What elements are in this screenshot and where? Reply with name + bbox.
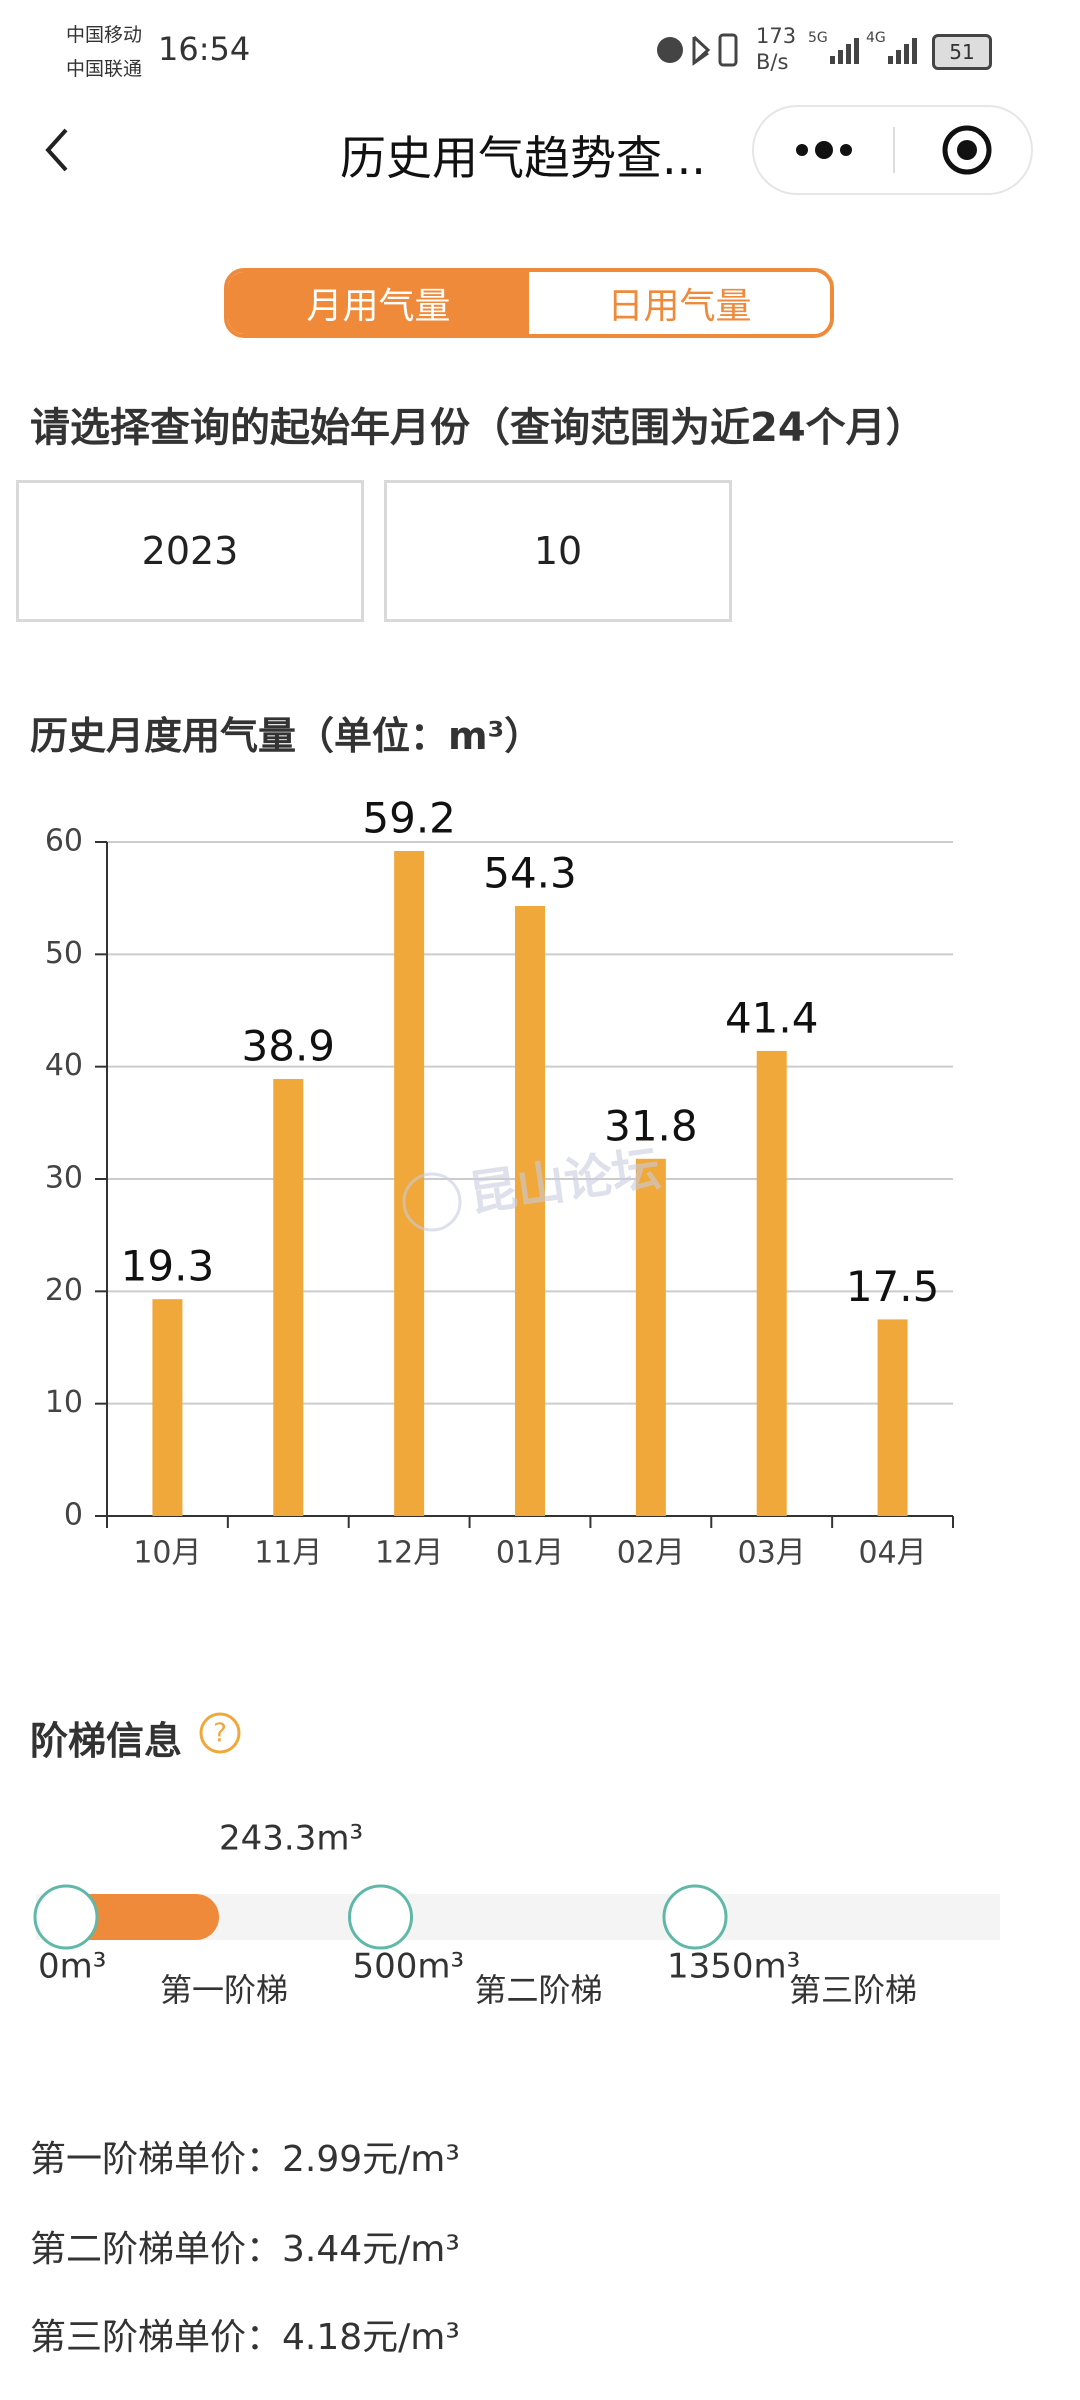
tier-price: 第二阶梯单价：3.44元/m³ (30, 2229, 460, 2270)
watermark: 昆山论坛 (466, 1141, 664, 1223)
clock: 16:54 (158, 30, 251, 68)
threshold-label: 0m³ (38, 1947, 106, 1987)
tier-name: 第三阶梯 (789, 1971, 917, 2009)
value-label: 59.2 (362, 793, 456, 842)
capsule-icons[interactable] (754, 105, 1035, 195)
x-tick-label: 02月 (617, 1536, 685, 1571)
query-label: 请选择查询的起始年月份（查询范围为近24个月） (30, 405, 926, 451)
value-label: 38.9 (242, 1022, 336, 1071)
bar (152, 1299, 183, 1516)
tab-bar: 月用气量 日用气量 (224, 268, 834, 338)
x-tick-label: 12月 (375, 1536, 443, 1571)
tab[interactable]: 月用气量 (228, 272, 529, 334)
tier-marker (662, 1884, 728, 1950)
value-label: 41.4 (725, 993, 819, 1042)
y-tick-label: 30 (45, 1161, 83, 1196)
signal-bars (830, 38, 917, 64)
bar (877, 1319, 908, 1516)
tier-name: 第二阶梯 (474, 1971, 602, 2009)
tier-price: 第一阶梯单价：2.99元/m³ (30, 2139, 460, 2180)
carrier: 中国移动 (66, 24, 143, 46)
y-tick-label: 50 (45, 936, 83, 971)
month-picker[interactable]: 10 (384, 480, 732, 622)
chart: 0 10 20 30 40 50 60 10月 19.3 11月 38.9 12月 59.2 01月 54.… (45, 793, 954, 1571)
y-tick-label: 60 (45, 824, 83, 859)
tier-marker (33, 1884, 99, 1950)
x-tick-label: 11月 (254, 1536, 322, 1571)
y-tick-label: 0 (64, 1498, 83, 1533)
tier-marker (348, 1884, 413, 1950)
x-tick-label: 04月 (858, 1536, 926, 1571)
tier-name: 第一阶梯 (160, 1971, 288, 2009)
tier-title: 阶梯信息 (30, 1719, 183, 1763)
bar (273, 1079, 304, 1516)
signal-label: 5G (808, 30, 828, 46)
y-tick-label: 40 (45, 1048, 83, 1083)
net-speed: 173 (756, 24, 797, 48)
battery: 51 (932, 34, 992, 70)
value-label: 19.3 (121, 1242, 215, 1291)
bar (756, 1050, 787, 1516)
value-label: 17.5 (846, 1262, 940, 1311)
capsule (752, 105, 1033, 195)
status-icons (657, 33, 738, 67)
tier-price: 第三阶梯单价：4.18元/m³ (30, 2317, 460, 2358)
help-icon[interactable]: ? (198, 1711, 242, 1755)
y-tick-label: 10 (45, 1385, 83, 1420)
usage-label: 243.3m³ (219, 1819, 363, 1859)
tab[interactable]: 日用气量 (529, 272, 830, 334)
threshold-label: 500m³ (353, 1947, 465, 1987)
carrier: 中国联通 (66, 58, 143, 80)
value-label: 54.3 (483, 849, 577, 898)
bar (515, 906, 545, 1516)
x-tick-label: 03月 (738, 1536, 806, 1571)
watermark-logo (402, 1172, 462, 1232)
y-tick-label: 20 (45, 1273, 83, 1308)
x-tick-label: 10月 (133, 1536, 201, 1571)
threshold-label: 1350m³ (667, 1947, 800, 1987)
x-tick-label: 01月 (496, 1536, 564, 1571)
chart-title: 历史月度用气量（单位：m³） (30, 714, 543, 758)
year-picker[interactable]: 2023 (16, 480, 364, 622)
back-button[interactable] (36, 125, 86, 175)
value-label: 31.8 (604, 1101, 698, 1150)
svg-text:?: ? (213, 1719, 227, 1749)
page-title: 历史用气趋势查... (340, 131, 706, 185)
signal-label: 4G (866, 30, 886, 46)
net-unit: B/s (756, 50, 789, 74)
bar (635, 1158, 666, 1516)
